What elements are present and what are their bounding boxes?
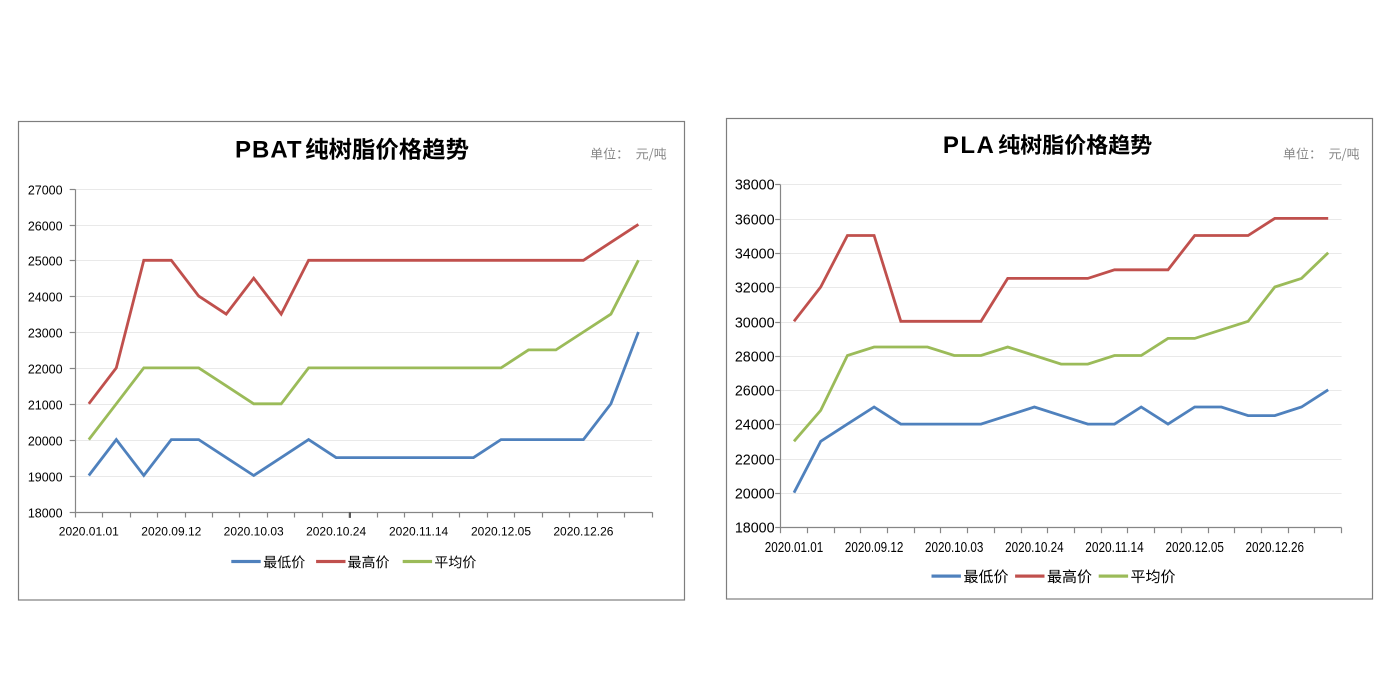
svg-text:2020.12.26: 2020.12.26 [553, 525, 613, 539]
svg-text:20000: 20000 [28, 435, 63, 449]
svg-text:2020.12.05: 2020.12.05 [1165, 540, 1224, 556]
svg-text:2020.10.24: 2020.10.24 [306, 525, 366, 539]
svg-text:PLA: PLA [943, 132, 996, 159]
svg-text:26000: 26000 [735, 384, 775, 400]
svg-text:24000: 24000 [28, 291, 63, 305]
svg-text:2020.09.12: 2020.09.12 [845, 540, 904, 556]
svg-text:2020.12.05: 2020.12.05 [471, 525, 531, 539]
svg-text:2020.11.14: 2020.11.14 [1085, 540, 1144, 556]
svg-text:22000: 22000 [735, 453, 775, 469]
svg-text:PBAT: PBAT [235, 137, 303, 164]
svg-text:2020.10.03: 2020.10.03 [224, 525, 284, 539]
svg-text:26000: 26000 [28, 220, 63, 234]
svg-text:18000: 18000 [735, 521, 775, 537]
svg-text:20000: 20000 [735, 487, 775, 503]
svg-text:2020.11.14: 2020.11.14 [389, 525, 448, 539]
svg-text:28000: 28000 [735, 350, 775, 366]
svg-text:24000: 24000 [735, 418, 775, 434]
svg-text:2020.10.24: 2020.10.24 [1005, 540, 1064, 556]
svg-text:22000: 22000 [28, 363, 63, 377]
svg-text:2020.10.03: 2020.10.03 [925, 540, 984, 556]
svg-text:2020.09.12: 2020.09.12 [141, 525, 201, 539]
svg-text:36000: 36000 [735, 213, 775, 229]
svg-text:25000: 25000 [28, 255, 63, 269]
svg-text:27000: 27000 [28, 184, 63, 198]
svg-text:2020.01.01: 2020.01.01 [765, 540, 824, 556]
svg-text:18000: 18000 [28, 507, 63, 521]
svg-text:21000: 21000 [28, 399, 63, 413]
svg-text:34000: 34000 [735, 247, 775, 263]
svg-text:2020.12.26: 2020.12.26 [1246, 540, 1305, 556]
svg-text:30000: 30000 [735, 316, 775, 332]
svg-text:19000: 19000 [28, 471, 63, 485]
svg-text:38000: 38000 [735, 178, 775, 194]
svg-text:2020.01.01: 2020.01.01 [59, 525, 119, 539]
svg-text:23000: 23000 [28, 327, 63, 341]
svg-text:32000: 32000 [735, 281, 775, 297]
